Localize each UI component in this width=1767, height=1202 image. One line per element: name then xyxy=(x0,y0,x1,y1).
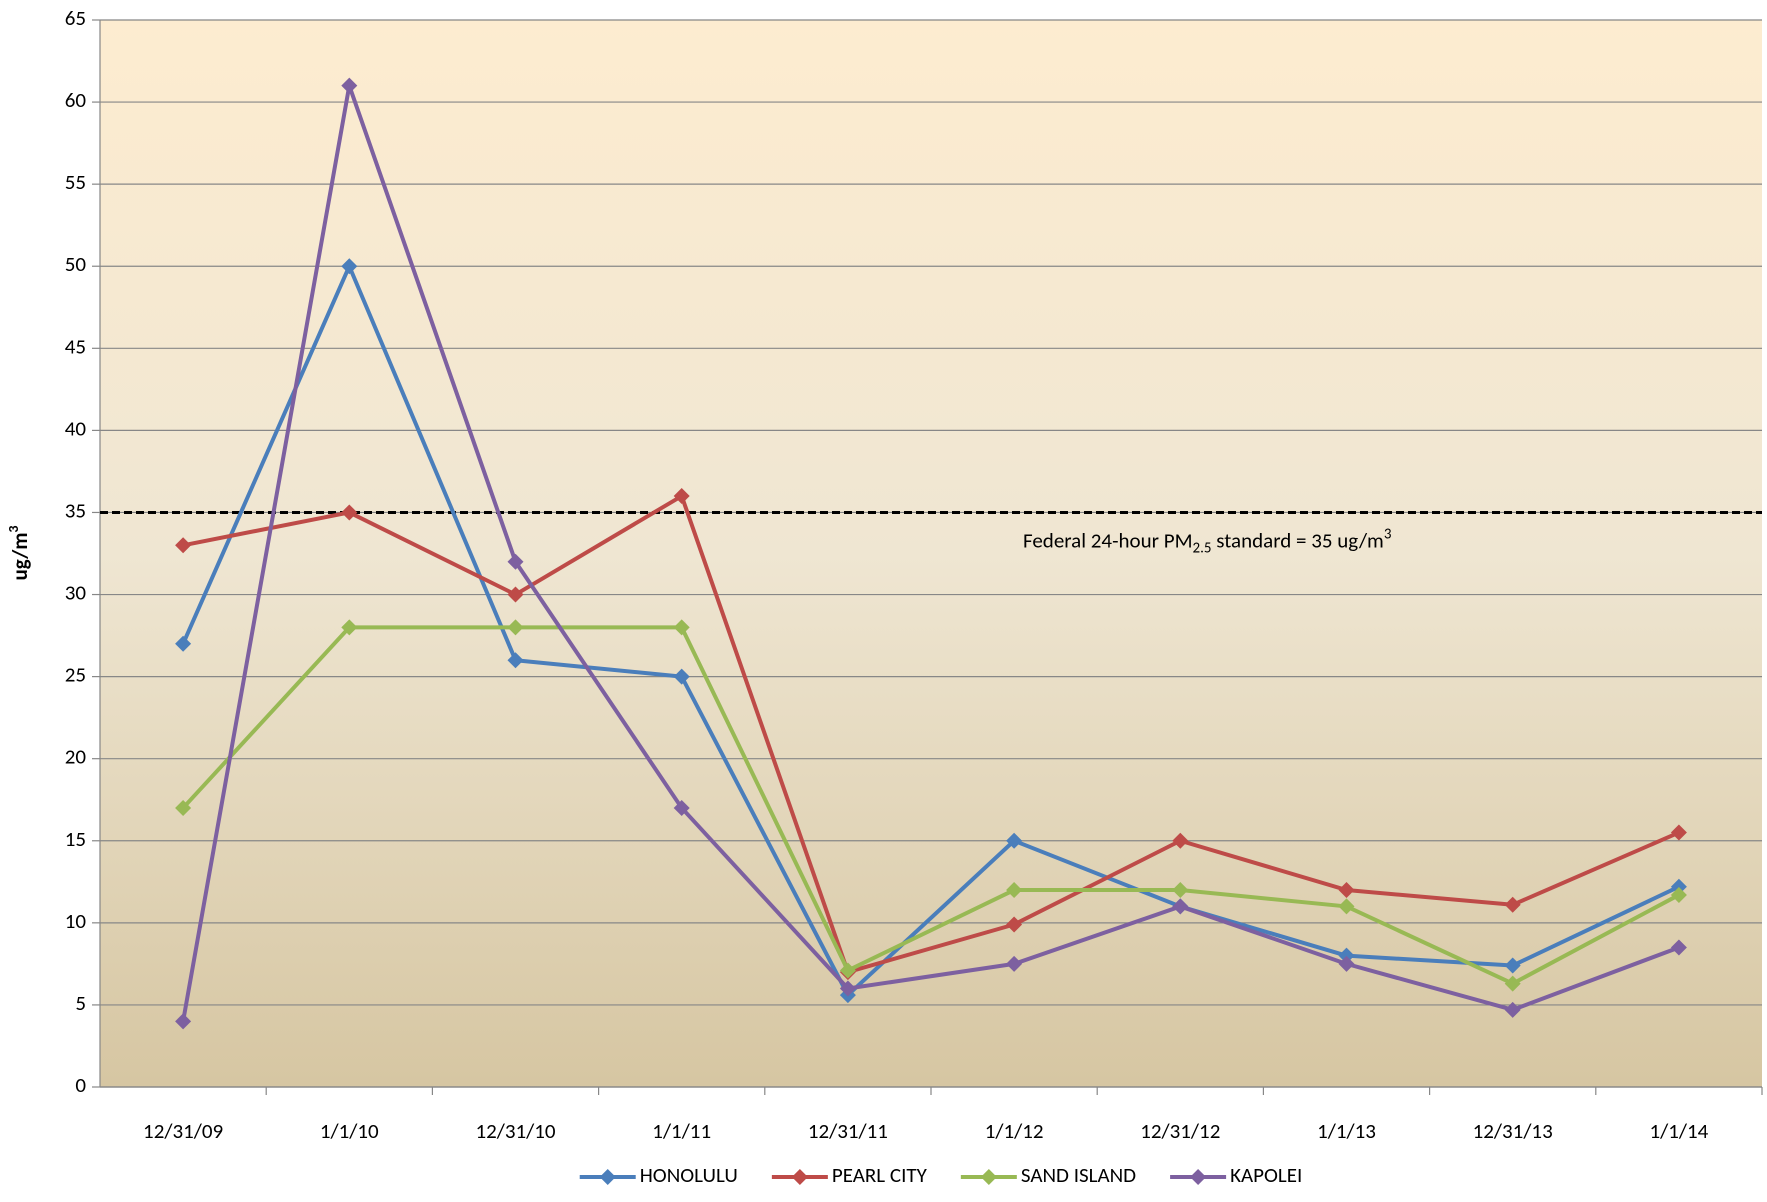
y-tick-label: 20 xyxy=(65,744,87,770)
data-point xyxy=(1504,896,1521,913)
legend-label: KAPOLEI xyxy=(1230,1162,1302,1188)
y-tick-label: 50 xyxy=(65,251,87,277)
data-point xyxy=(839,980,856,997)
data-point xyxy=(1504,1001,1521,1018)
y-tick-label: 60 xyxy=(65,87,87,113)
data-point xyxy=(1670,886,1687,903)
x-tick-label: 12/31/11 xyxy=(808,1118,888,1144)
x-tick-label: 12/31/09 xyxy=(143,1118,223,1144)
y-tick-label: 45 xyxy=(65,333,86,359)
y-tick-label: 0 xyxy=(75,1072,86,1098)
data-point xyxy=(1670,824,1687,841)
data-point xyxy=(1172,832,1189,849)
series-line xyxy=(181,625,1680,986)
data-point xyxy=(175,1013,192,1030)
y-tick-label: 5 xyxy=(75,990,86,1016)
data-point xyxy=(507,586,524,603)
y-tick-label: 10 xyxy=(65,908,87,934)
reference-label-part: Federal 24-hour PM xyxy=(1023,527,1193,553)
x-tick-label: 12/31/12 xyxy=(1140,1118,1220,1144)
series-line xyxy=(181,264,1680,998)
y-label-sup: 3 xyxy=(5,525,22,532)
data-point xyxy=(1504,975,1521,992)
y-tick-label: 30 xyxy=(65,580,87,606)
data-point xyxy=(1338,898,1355,915)
x-tick-label: 1/1/11 xyxy=(652,1118,711,1144)
data-point xyxy=(673,488,690,505)
data-point xyxy=(1504,957,1521,974)
y-axis-label: ug/m3 xyxy=(5,525,33,580)
data-point xyxy=(341,619,358,636)
x-tick-label: 12/31/13 xyxy=(1473,1118,1553,1144)
y-tick-label: 25 xyxy=(65,662,86,688)
x-tick-label: 1/1/13 xyxy=(1317,1118,1376,1144)
data-point xyxy=(1172,882,1189,899)
legend-marker xyxy=(599,1169,616,1185)
x-tick-label: 12/31/10 xyxy=(475,1118,555,1144)
legend-marker xyxy=(1190,1169,1207,1185)
legend-label: SAND ISLAND xyxy=(1021,1162,1136,1188)
legend-marker xyxy=(980,1169,997,1185)
legend-marker xyxy=(791,1169,808,1185)
x-tick-label: 1/1/12 xyxy=(985,1118,1044,1144)
data-point xyxy=(1338,882,1355,899)
data-point xyxy=(1172,898,1189,915)
data-point xyxy=(175,537,192,554)
y-tick-label: 40 xyxy=(65,415,87,441)
data-point xyxy=(1006,955,1023,972)
data-point xyxy=(1006,916,1023,933)
reference-label-part: standard = 35 ug/m xyxy=(1212,527,1384,553)
x-tick-label: 1/1/14 xyxy=(1650,1118,1709,1144)
data-point xyxy=(341,77,358,94)
y-label-text: ug/m xyxy=(7,533,33,581)
data-point xyxy=(1670,878,1687,895)
series-line xyxy=(181,83,1680,1022)
data-point xyxy=(673,799,690,816)
data-point xyxy=(1338,947,1355,964)
data-point xyxy=(507,619,524,636)
series-line xyxy=(182,494,1680,975)
y-tick-label: 15 xyxy=(65,826,86,852)
y-tick-label: 65 xyxy=(65,5,86,31)
legend-label: PEARL CITY xyxy=(832,1162,928,1188)
data-point xyxy=(839,962,856,979)
x-tick-label: 1/1/10 xyxy=(320,1118,379,1144)
data-point xyxy=(1670,939,1687,956)
reference-label: Federal 24-hour PM2.5 standard = 35 ug/m… xyxy=(1023,525,1392,557)
y-tick-label: 55 xyxy=(65,169,86,195)
data-point xyxy=(341,258,358,275)
data-point xyxy=(673,668,690,685)
legend: HONOLULU PEARL CITY SAND ISLAND KAPOLEI xyxy=(579,1162,1302,1188)
data-point xyxy=(507,652,524,669)
data-point xyxy=(507,553,524,570)
data-point xyxy=(1338,955,1355,972)
legend-label: HONOLULU xyxy=(640,1162,738,1188)
data-point xyxy=(1006,832,1023,849)
data-point xyxy=(1006,882,1023,899)
data-point xyxy=(175,635,192,652)
data-point xyxy=(673,619,690,636)
data-point xyxy=(175,799,192,816)
y-tick-label: 35 xyxy=(65,497,86,523)
reference-label-part: 3 xyxy=(1384,525,1392,543)
reference-label-part: 2.5 xyxy=(1193,539,1212,557)
plot-area xyxy=(100,20,1762,1087)
data-point xyxy=(341,504,358,521)
